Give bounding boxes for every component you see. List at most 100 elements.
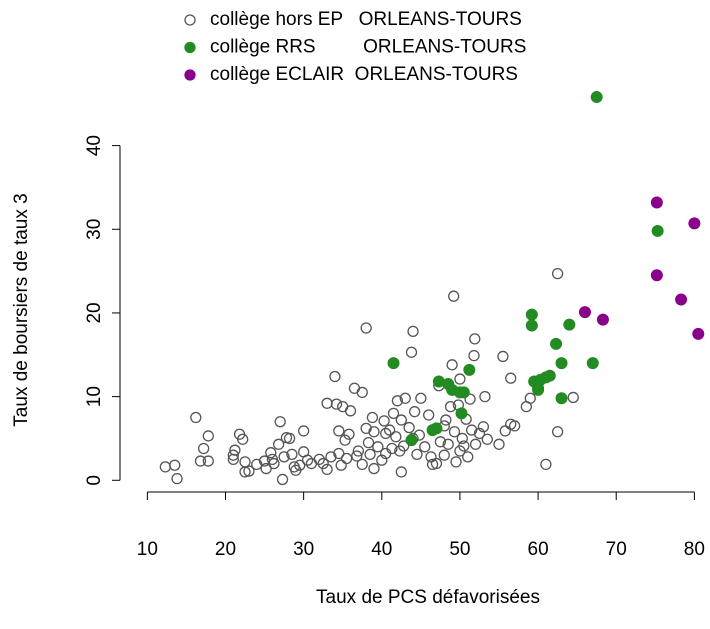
point (239, 456, 251, 468)
legend-label: collège RRS ORLEANS-TOURS (210, 37, 526, 58)
point (590, 91, 603, 104)
point (386, 442, 398, 455)
x-tick-label: 40 (371, 539, 392, 560)
legend-marker (184, 41, 196, 54)
point (477, 421, 490, 433)
y-tick-label: 40 (84, 135, 105, 156)
point (278, 451, 290, 463)
legend-marker (184, 69, 196, 81)
point (563, 318, 576, 331)
point (692, 327, 705, 340)
point (551, 267, 564, 280)
point (352, 445, 364, 457)
point (405, 434, 418, 447)
x-tick-label: 10 (137, 539, 158, 560)
point (229, 444, 241, 456)
point (596, 313, 609, 326)
point (438, 449, 450, 461)
point (268, 457, 280, 470)
point (462, 451, 474, 463)
y-tick-label: 20 (84, 302, 105, 323)
legend-label: collège ECLAIR ORLEANS-TOURS (210, 64, 518, 85)
point (524, 392, 536, 404)
point (455, 407, 468, 420)
legend-marker (184, 14, 196, 26)
point (650, 196, 663, 209)
point (190, 411, 202, 424)
point (398, 440, 410, 452)
x-tick-label: 20 (215, 539, 236, 560)
point (356, 458, 368, 471)
point (505, 372, 517, 384)
point (387, 357, 400, 370)
point (457, 386, 470, 399)
point (329, 370, 341, 383)
point (464, 393, 476, 405)
point (405, 346, 418, 358)
point (368, 462, 380, 475)
point (425, 451, 437, 463)
point (497, 350, 509, 363)
point (540, 458, 552, 471)
point (339, 434, 351, 446)
point (430, 457, 443, 470)
point (650, 269, 663, 282)
point (313, 453, 325, 466)
point (408, 406, 421, 418)
point (543, 369, 556, 382)
point (525, 308, 538, 321)
point (237, 433, 249, 445)
point (321, 463, 333, 476)
point (444, 401, 457, 413)
point (283, 432, 296, 445)
point (407, 325, 419, 337)
x-tick-label: 50 (449, 539, 470, 560)
point (301, 454, 314, 466)
point (297, 425, 310, 437)
point (551, 426, 564, 438)
point (415, 392, 427, 404)
point (368, 426, 380, 438)
point (387, 407, 400, 419)
point (419, 441, 431, 453)
point (333, 425, 345, 437)
x-tick-label: 30 (293, 539, 314, 560)
point (276, 473, 289, 486)
point (330, 398, 343, 410)
point (351, 450, 363, 462)
point (202, 430, 214, 442)
point (390, 431, 402, 443)
y-tick-label: 0 (84, 475, 105, 486)
point (260, 462, 272, 475)
point (532, 383, 545, 396)
point (171, 472, 183, 485)
point (372, 441, 384, 453)
point (481, 433, 493, 445)
legend-label: collège hors EP ORLEANS-TOURS (210, 9, 522, 30)
point (473, 427, 486, 440)
point (446, 359, 458, 371)
point (383, 424, 396, 436)
point (243, 465, 255, 477)
point (450, 456, 462, 468)
point (499, 425, 511, 437)
point (333, 447, 345, 460)
x-tick-label: 60 (528, 539, 549, 560)
point (364, 448, 376, 460)
point (399, 392, 411, 404)
point (395, 466, 407, 478)
point (440, 414, 452, 426)
point (586, 357, 599, 370)
point (442, 438, 454, 450)
point (426, 458, 439, 471)
x-tick-label: 70 (606, 539, 627, 560)
point (391, 395, 404, 407)
point (360, 322, 372, 334)
point (362, 436, 375, 449)
point (194, 455, 207, 467)
point (356, 386, 368, 399)
point (688, 217, 701, 230)
point (675, 293, 688, 306)
